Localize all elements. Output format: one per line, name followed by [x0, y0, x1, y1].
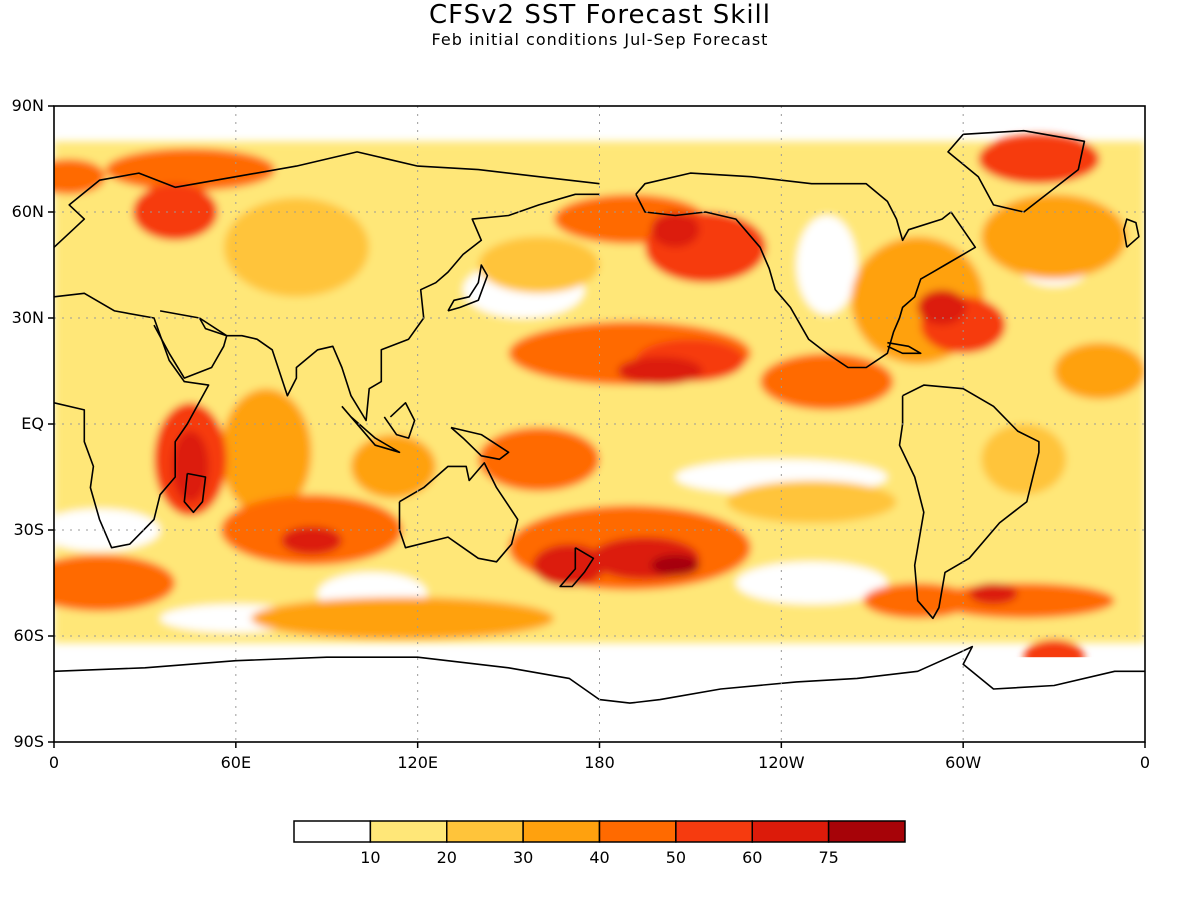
- low-skill-patch: [735, 561, 888, 605]
- skill-region: [651, 212, 700, 248]
- coastline-path: [1123, 218, 1140, 248]
- latitude-label: 60N: [11, 202, 44, 221]
- coastline-path: [898, 384, 1040, 620]
- colorbar-swatch: [446, 820, 524, 843]
- skill-region: [350, 434, 436, 499]
- skill-field: [54, 134, 1145, 742]
- coastline-path: [398, 462, 519, 563]
- colorbar-swatch: [522, 820, 601, 843]
- skill-region: [223, 197, 370, 297]
- coastline-path: [341, 405, 401, 454]
- skill-region: [281, 526, 342, 555]
- colorbar-label: 30: [512, 848, 534, 867]
- longitude-label: 0: [1139, 753, 1151, 772]
- skill-region: [651, 554, 700, 576]
- skill-region: [981, 424, 1067, 495]
- latitude-label: 90N: [11, 96, 44, 115]
- latitude-label: 90S: [13, 732, 44, 751]
- longitude-label: 180: [584, 753, 615, 772]
- chart-subtitle: Feb initial conditions Jul-Sep Forecast: [431, 30, 769, 49]
- colorbar-label: 50: [665, 848, 687, 867]
- colorbar-swatch: [598, 820, 677, 843]
- lat-lon-grid: [54, 106, 1145, 742]
- coastline-path: [447, 264, 489, 312]
- colorbar-label: 75: [818, 848, 839, 867]
- coastline-path: [450, 426, 510, 461]
- skill-region: [932, 583, 1115, 619]
- longitude-label: 60W: [945, 753, 982, 772]
- colorbar-swatch: [751, 820, 830, 843]
- skill-region: [969, 583, 1018, 605]
- coastline-path: [153, 317, 228, 379]
- colorbar-swatch: [369, 820, 448, 843]
- colorbar-swatch: [293, 820, 372, 843]
- low-skill-patch: [54, 508, 161, 552]
- colorbar-label: 20: [436, 848, 457, 867]
- coastline-path: [887, 341, 922, 355]
- colorbar-label: 10: [360, 848, 381, 867]
- colorbar-label: 40: [589, 848, 610, 867]
- colorbar-swatch: [675, 820, 753, 843]
- skill-region: [478, 427, 600, 492]
- skill-region: [1054, 342, 1145, 400]
- coastline-path: [383, 402, 416, 439]
- coastline-path: [54, 151, 600, 248]
- skill-region: [478, 236, 600, 294]
- longitude-label: 120E: [397, 753, 438, 772]
- coastline-path: [54, 292, 210, 549]
- latitude-label: 30S: [13, 520, 44, 539]
- longitude-label: 60E: [220, 753, 252, 772]
- skill-region: [617, 356, 703, 386]
- latitude-label: 60S: [13, 626, 44, 645]
- skill-region: [54, 159, 106, 195]
- skill-region: [532, 544, 606, 587]
- coastline-path: [54, 645, 1145, 704]
- skill-region: [54, 554, 176, 612]
- longitude-label: 0: [48, 753, 60, 772]
- coastline-path: [559, 547, 595, 588]
- chart-title: CFSv2 SST Forecast Skill: [428, 0, 772, 30]
- skill-region: [978, 134, 1100, 184]
- skill-region: [981, 194, 1127, 280]
- skill-region: [726, 480, 897, 523]
- skill-region: [220, 388, 312, 516]
- low-skill-patch: [796, 215, 858, 315]
- coastline-path: [183, 472, 207, 514]
- colorbar-swatch: [827, 820, 906, 843]
- coastline-path: [159, 193, 600, 422]
- colorbar: [293, 820, 906, 843]
- skill-region: [250, 597, 555, 640]
- colorbar-label: 60: [742, 848, 763, 867]
- longitude-label: 120W: [758, 753, 805, 772]
- latitude-label: EQ: [21, 414, 44, 433]
- coastline-path: [635, 172, 977, 369]
- skill-region: [172, 431, 209, 502]
- skill-region: [105, 148, 276, 191]
- latitude-label: 30N: [11, 308, 44, 327]
- skill-region: [917, 289, 967, 326]
- axis-ticks: [48, 105, 1146, 748]
